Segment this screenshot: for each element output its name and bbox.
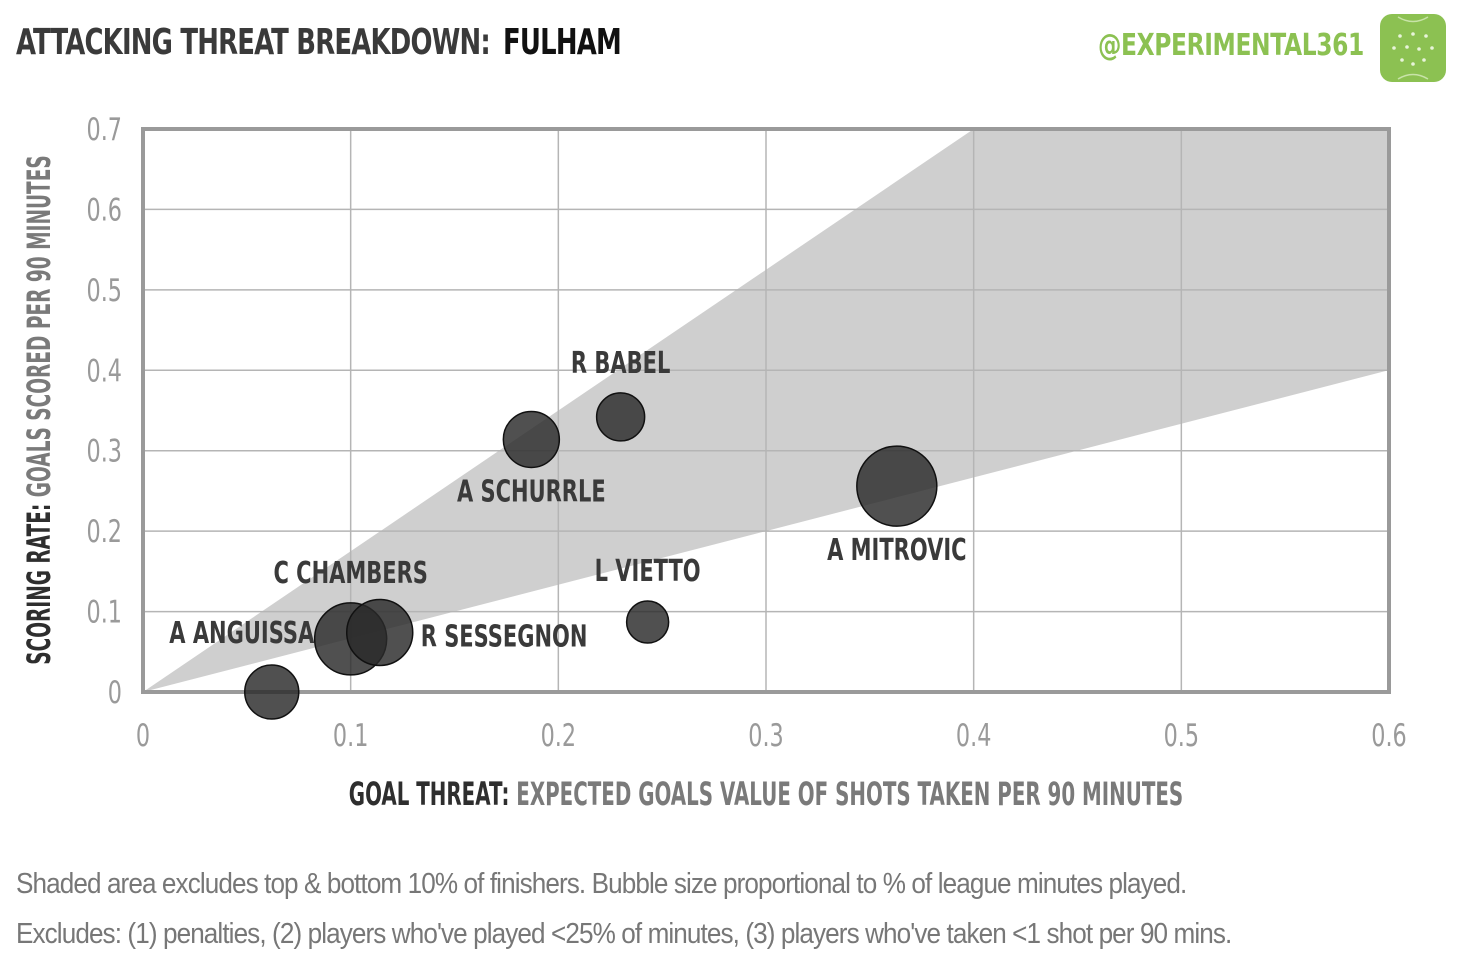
plot-frame bbox=[141, 127, 1391, 694]
y-axis-title-rest: GOALS SCORED PER 90 MINUTES bbox=[22, 155, 59, 497]
point-label: A SCHURRLE bbox=[457, 475, 606, 510]
y-tick-label: 0.2 bbox=[87, 515, 122, 551]
x-axis-title: GOAL THREAT: EXPECTED GOALS VALUE OF SHO… bbox=[349, 776, 1183, 813]
y-tick-label: 0.3 bbox=[87, 434, 122, 470]
x-tick-label: 0.1 bbox=[333, 718, 368, 754]
point-label: L VIETTO bbox=[595, 554, 701, 589]
grid-layer bbox=[141, 127, 1391, 694]
x-tick-label: 0.5 bbox=[1164, 718, 1199, 754]
bubble-r-sessegnon bbox=[345, 598, 414, 667]
x-axis-title-rest: EXPECTED GOALS VALUE OF SHOTS TAKEN PER … bbox=[516, 776, 1183, 813]
chart-title: ATTACKING THREAT BREAKDOWN: FULHAM bbox=[16, 22, 622, 63]
tick-layer: 0 0.1 0.2 0.3 0.4 0.5 0.6 0 0.1 0.2 0.3 0.4 0.5 0.6 0.… bbox=[87, 112, 1407, 754]
footnote-band: Shaded area excludes top & bottom 10% of… bbox=[16, 868, 1187, 900]
label-layer: R BABEL A SCHURRLE A MITROVIC L VIETTO C CHA… bbox=[169, 346, 966, 654]
y-tick-label: 0 bbox=[108, 675, 122, 711]
x-tick-label: 0.2 bbox=[541, 718, 576, 754]
point-label: R BABEL bbox=[571, 346, 670, 381]
point-label: C CHAMBERS bbox=[273, 556, 427, 591]
point-label: A MITROVIC bbox=[827, 533, 966, 568]
bubble-r-babel bbox=[595, 392, 646, 442]
title-team: FULHAM bbox=[503, 22, 622, 63]
footnote-exclusions: Excludes: (1) penalties, (2) players who… bbox=[16, 918, 1232, 950]
y-tick-label: 0.4 bbox=[87, 354, 122, 390]
title-prefix: ATTACKING THREAT BREAKDOWN: bbox=[16, 22, 491, 63]
y-tick-label: 0.7 bbox=[87, 112, 122, 148]
bubble-a-anguissa bbox=[244, 664, 300, 720]
y-axis-title-bold: SCORING RATE: bbox=[22, 497, 59, 665]
bubble-l-vietto bbox=[625, 600, 670, 644]
bubble-layer bbox=[244, 392, 938, 720]
x-axis-title-bold: GOAL THREAT: bbox=[349, 776, 517, 813]
x-tick-label: 0.6 bbox=[1371, 718, 1406, 754]
bubble-a-schurrle bbox=[502, 410, 561, 469]
bubble-a-mitrovic bbox=[856, 445, 938, 527]
y-axis-title: SCORING RATE: GOALS SCORED PER 90 MINUTE… bbox=[22, 155, 59, 664]
point-label: R SESSEGNON bbox=[421, 620, 588, 655]
x-tick-label: 0 bbox=[136, 718, 150, 754]
pitch-logo-icon bbox=[1380, 14, 1446, 82]
x-tick-label: 0.3 bbox=[748, 718, 783, 754]
y-tick-label: 0.6 bbox=[87, 193, 122, 229]
point-label: A ANGUISSA bbox=[169, 616, 314, 651]
y-tick-label: 0.5 bbox=[87, 273, 122, 309]
pitch-logo-graphic bbox=[1383, 16, 1443, 80]
x-tick-label: 0.4 bbox=[956, 718, 991, 754]
y-tick-label: 0.1 bbox=[87, 595, 122, 631]
axis-title-layer: GOAL THREAT: EXPECTED GOALS VALUE OF SHO… bbox=[22, 155, 1183, 813]
author-handle: @EXPERIMENTAL361 bbox=[1098, 28, 1364, 63]
